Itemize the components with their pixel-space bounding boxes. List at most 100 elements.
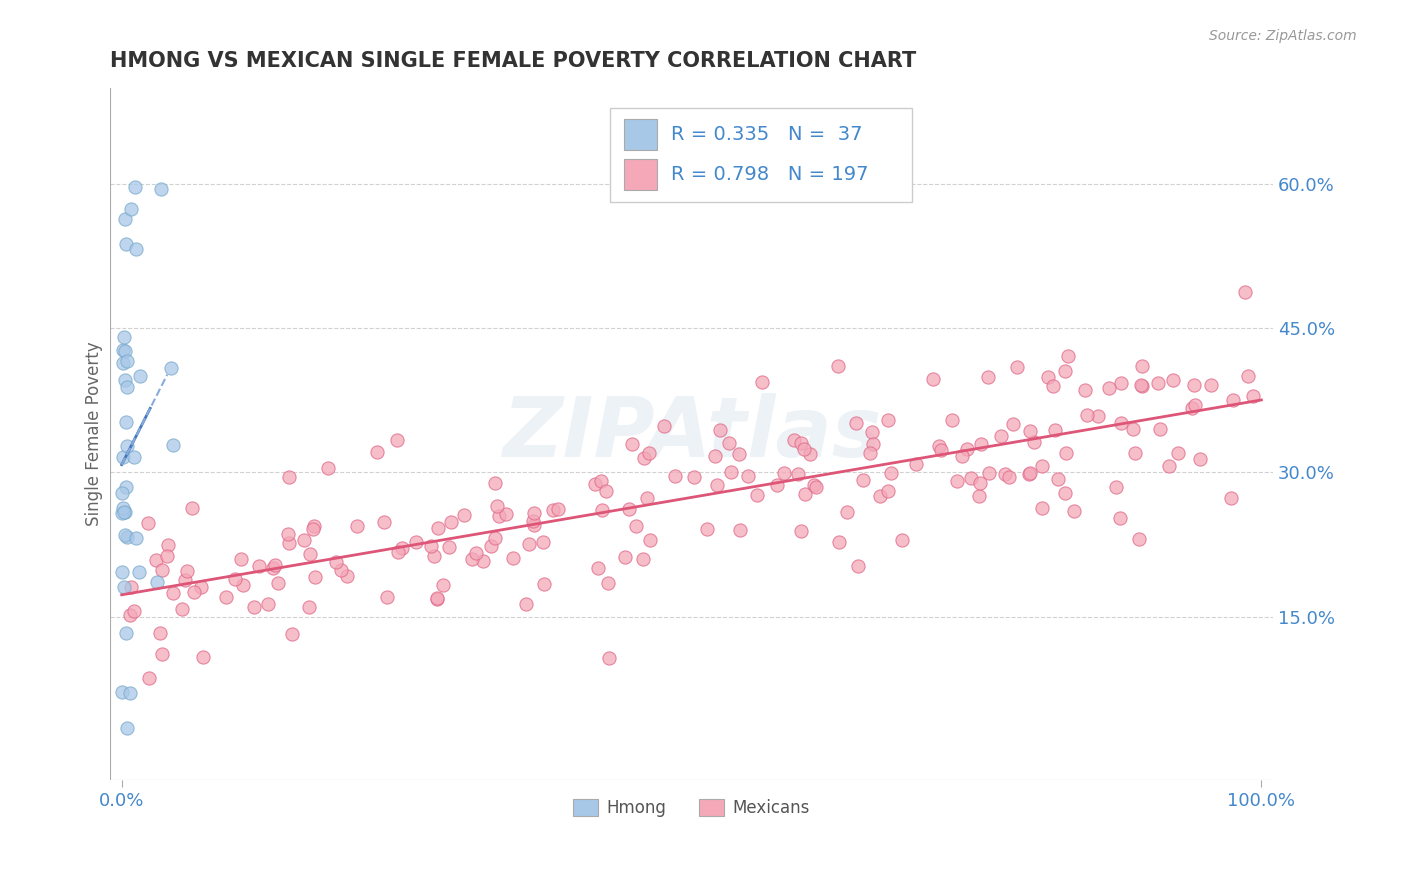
Point [183, 585, 205, 599]
Point [1054, 485, 1077, 500]
Point [325, 555, 347, 569]
Point [502, 550, 524, 565]
Point [247, 559, 270, 574]
Point [922, 371, 945, 385]
Point [704, 450, 727, 464]
Point [959, 471, 981, 485]
Point [1161, 374, 1184, 388]
Point [278, 470, 301, 484]
Point [112, 343, 135, 358]
Point [125, 531, 148, 545]
Point [617, 501, 640, 516]
Point [304, 570, 326, 584]
Point [1109, 416, 1132, 430]
Point [336, 568, 359, 582]
Point [150, 647, 173, 661]
Point [859, 446, 882, 460]
Point [956, 442, 979, 456]
Point [122, 450, 145, 464]
Point [111, 506, 134, 520]
Point [766, 478, 789, 492]
Point [772, 467, 794, 481]
Point [591, 503, 613, 517]
Point [242, 600, 264, 615]
Point [1043, 423, 1066, 437]
Point [877, 413, 900, 427]
Point [385, 433, 408, 447]
Point [598, 651, 620, 665]
Point [156, 538, 179, 552]
Point [405, 535, 427, 549]
Point [598, 576, 620, 591]
Point [835, 505, 858, 519]
Point [846, 559, 869, 574]
Point [547, 502, 569, 516]
Point [941, 413, 963, 427]
Point [299, 548, 322, 562]
Point [156, 549, 179, 563]
Point [426, 592, 449, 607]
Legend: Hmong, Mexicans: Hmong, Mexicans [567, 792, 817, 824]
Point [191, 649, 214, 664]
Text: R = 0.335   N =  37: R = 0.335 N = 37 [671, 125, 862, 145]
Point [484, 531, 506, 545]
Point [375, 591, 398, 605]
Point [869, 490, 891, 504]
Point [891, 533, 914, 548]
Point [787, 467, 810, 481]
Point [637, 446, 659, 460]
Point [531, 535, 554, 549]
Point [136, 516, 159, 531]
Point [652, 419, 675, 434]
Point [264, 558, 287, 572]
Point [115, 721, 138, 735]
Point [464, 546, 486, 560]
Point [1053, 364, 1076, 378]
Point [481, 539, 503, 553]
Text: R = 0.798   N = 197: R = 0.798 N = 197 [671, 165, 868, 184]
Point [1046, 472, 1069, 486]
Point [162, 585, 184, 599]
Point [1182, 378, 1205, 392]
Point [111, 356, 134, 370]
Point [472, 554, 495, 568]
Point [146, 574, 169, 589]
Point [391, 541, 413, 555]
Point [997, 470, 1019, 484]
Point [583, 476, 606, 491]
Point [115, 380, 138, 394]
Point [586, 560, 609, 574]
Point [128, 565, 150, 579]
Point [115, 439, 138, 453]
Point [862, 437, 884, 451]
Point [125, 242, 148, 256]
Point [1130, 378, 1153, 392]
Point [751, 375, 773, 389]
Point [1108, 510, 1130, 524]
Point [1123, 446, 1146, 460]
Point [277, 527, 299, 541]
Point [621, 437, 644, 451]
Point [215, 591, 238, 605]
Point [970, 437, 993, 451]
Point [541, 503, 564, 517]
Point [880, 467, 903, 481]
Point [122, 604, 145, 618]
Point [485, 500, 508, 514]
Point [112, 505, 135, 519]
Point [1057, 349, 1080, 363]
Point [613, 549, 636, 564]
Point [1074, 383, 1097, 397]
Point [138, 671, 160, 685]
Point [262, 561, 284, 575]
Point [794, 487, 817, 501]
Point [522, 514, 544, 528]
Point [1149, 422, 1171, 436]
Point [150, 563, 173, 577]
Point [1105, 480, 1128, 494]
Point [318, 460, 340, 475]
Point [114, 236, 136, 251]
Point [174, 573, 197, 587]
Point [373, 515, 395, 529]
Point [682, 469, 704, 483]
